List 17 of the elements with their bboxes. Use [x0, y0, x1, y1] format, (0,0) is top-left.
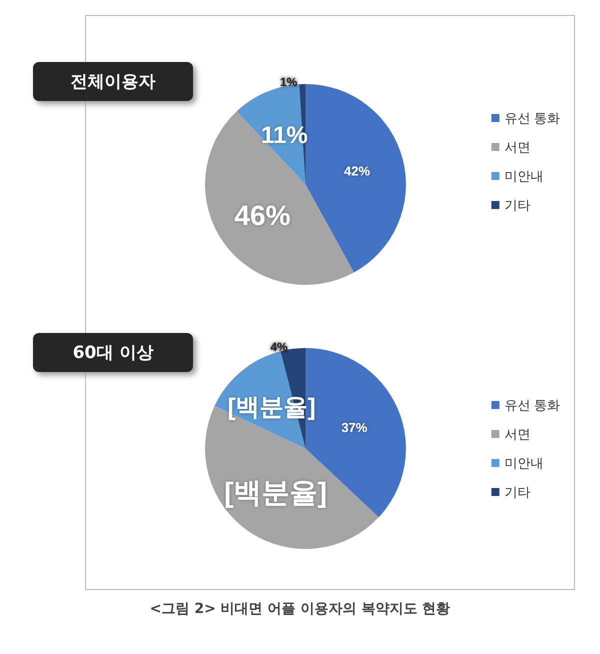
legend-label: 기타	[504, 198, 530, 212]
data-label: 37%	[341, 420, 368, 435]
legend-label: 유선 통화	[504, 110, 560, 126]
legend-label: 서면	[504, 426, 530, 442]
chart-title: 전체이용자	[33, 62, 193, 101]
text: <그림 2> 비대면 어플 이용자의 복약지도 현황	[148, 600, 452, 618]
legend-label: 기타	[504, 484, 530, 500]
chart-title: 60대 이상	[33, 333, 193, 372]
data-label: [백분율]	[224, 477, 327, 508]
data-label: 1%	[280, 75, 298, 90]
legend-label: 유선 통화	[504, 398, 560, 412]
legend-label: 서면	[504, 140, 530, 154]
data-label: 46%	[234, 200, 291, 232]
legend-label: 미안내	[504, 456, 544, 470]
legend-label: 미안내	[504, 168, 544, 184]
data-label: 4%	[270, 340, 288, 354]
data-label: 42%	[344, 164, 370, 179]
